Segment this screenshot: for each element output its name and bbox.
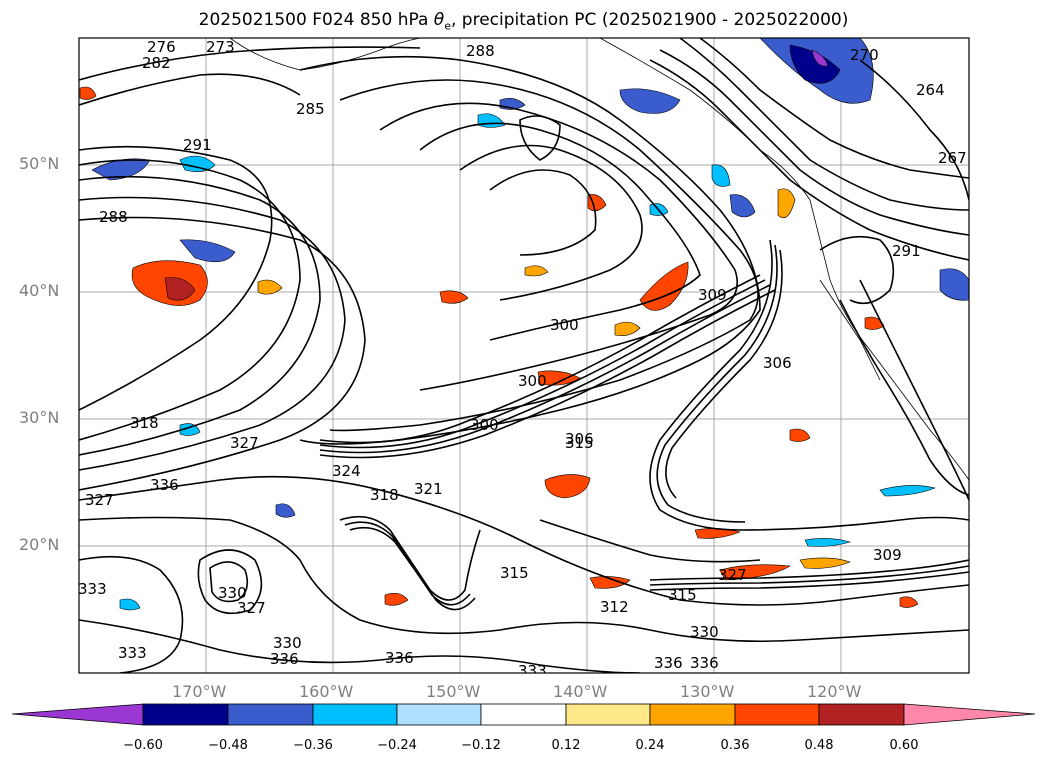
colorbar-segment xyxy=(227,703,314,726)
colorbar xyxy=(11,703,1036,726)
contour-label: 333 xyxy=(78,580,107,598)
colorbar-segment xyxy=(565,703,651,726)
map-content: 276 273 282 288 285 291 288 270 264 267 … xyxy=(78,38,969,680)
contour-label: 330 xyxy=(690,623,719,641)
contour-label: 336 xyxy=(385,649,414,667)
precip-positive xyxy=(79,86,919,608)
contour-label: 267 xyxy=(938,149,967,167)
colorbar-tick: −0.36 xyxy=(293,738,333,753)
contour-label: 330 xyxy=(273,634,302,652)
contour-label: 327 xyxy=(85,491,114,509)
colorbar-segment xyxy=(142,703,229,726)
contour-label: 270 xyxy=(850,46,879,64)
contour-label: 288 xyxy=(466,42,495,60)
contour-label: 273 xyxy=(206,38,235,56)
lat-label: 30°N xyxy=(19,408,60,427)
lon-label: 170°W xyxy=(172,682,227,701)
colorbar-segment xyxy=(312,703,398,726)
colorbar-segment xyxy=(480,703,567,726)
chart-title: 2025021500 F024 850 hPa θe, precipitatio… xyxy=(198,10,849,33)
contour-label: 300 xyxy=(518,372,547,390)
colorbar-tick: 0.60 xyxy=(889,738,919,753)
contour-label: 327 xyxy=(230,434,259,452)
contour-label: 327 xyxy=(718,566,747,584)
lat-label: 40°N xyxy=(19,281,60,300)
contour-label: 291 xyxy=(892,242,921,260)
colorbar-tick: 0.48 xyxy=(804,738,834,753)
lon-label: 130°W xyxy=(680,682,735,701)
contour-label: 324 xyxy=(332,462,361,480)
colorbar-tick: −0.12 xyxy=(461,738,501,753)
colorbar-segment xyxy=(734,703,820,726)
theta-e-contours xyxy=(79,38,969,673)
colorbar-segment xyxy=(649,703,736,726)
coastline xyxy=(229,38,969,481)
lon-label: 150°W xyxy=(426,682,481,701)
colorbar-extend-high xyxy=(903,703,1036,726)
contour-label: 333 xyxy=(518,662,547,680)
lat-label: 20°N xyxy=(19,535,60,554)
contour-label: 330 xyxy=(218,584,247,602)
contour-label: 288 xyxy=(99,208,128,226)
contour-label: 309 xyxy=(698,286,727,304)
contour-label: 318 xyxy=(370,486,399,504)
colorbar-tick: −0.60 xyxy=(123,738,163,753)
contour-label: 321 xyxy=(414,480,443,498)
contour-label: 312 xyxy=(600,598,629,616)
contour-label: 327 xyxy=(237,599,266,617)
contour-label: 282 xyxy=(142,54,171,72)
contour-label: 336 xyxy=(654,654,683,672)
colorbar-extend-low xyxy=(11,703,144,726)
colorbar-tick: 0.12 xyxy=(551,738,581,753)
contour-label: 309 xyxy=(873,546,902,564)
colorbar-tick: −0.48 xyxy=(208,738,248,753)
contour-label: 336 xyxy=(690,654,719,672)
contour-label: 333 xyxy=(118,644,147,662)
contour-label: 291 xyxy=(183,136,212,154)
colorbar-tick: −0.24 xyxy=(377,738,417,753)
gridlines xyxy=(79,38,969,673)
colorbar-segment xyxy=(818,703,905,726)
contour-label: 300 xyxy=(470,416,499,434)
contour-label: 315 xyxy=(668,586,697,604)
contour-label: 300 xyxy=(550,316,579,334)
contour-label: 306 xyxy=(565,430,594,448)
colorbar-segment xyxy=(396,703,482,726)
lon-label: 160°W xyxy=(299,682,354,701)
contour-label: 336 xyxy=(150,476,179,494)
contour-label: 318 xyxy=(130,414,159,432)
colorbar-tick: 0.36 xyxy=(720,738,750,753)
contour-label: 306 xyxy=(763,354,792,372)
lon-label: 120°W xyxy=(807,682,862,701)
contour-label: 285 xyxy=(296,100,325,118)
lat-label: 50°N xyxy=(19,154,60,173)
contour-label: 264 xyxy=(916,81,945,99)
contour-label: 315 xyxy=(500,564,529,582)
contour-label: 336 xyxy=(270,650,299,668)
contour-labels: 276 273 282 288 285 291 288 270 264 267 … xyxy=(78,38,967,680)
contour-label: 315 xyxy=(565,434,594,452)
map-frame xyxy=(78,37,970,674)
colorbar-tick: 0.24 xyxy=(635,738,665,753)
lon-label: 140°W xyxy=(553,682,608,701)
contour-label: 276 xyxy=(147,38,176,56)
